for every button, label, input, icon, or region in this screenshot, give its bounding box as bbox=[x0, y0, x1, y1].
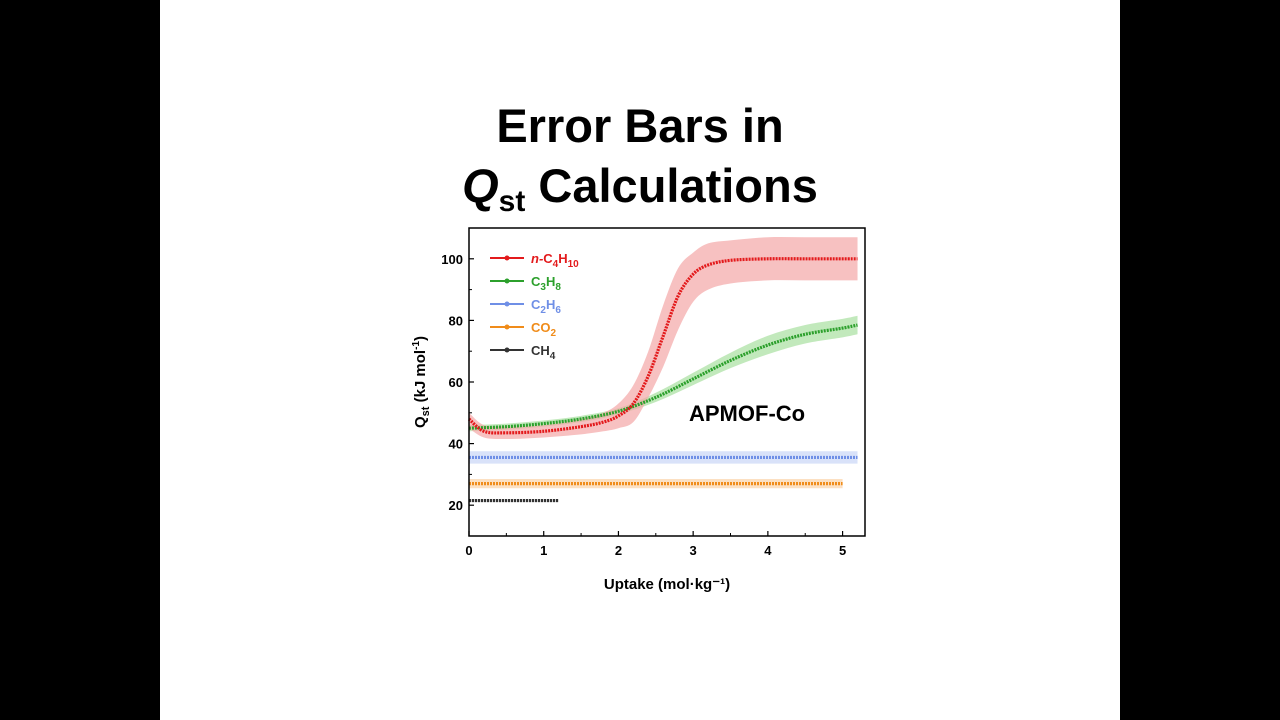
ylabel-sup: -1 bbox=[411, 341, 422, 350]
slide-title: Error Bars in Qst Calculations bbox=[160, 96, 1120, 218]
y-tick-label: 40 bbox=[449, 437, 463, 452]
legend-label: n-C4​H10​ bbox=[531, 251, 579, 270]
legend-marker bbox=[504, 347, 510, 353]
x-axis-label: Uptake (mol·kg⁻¹) bbox=[604, 576, 730, 593]
slide: Error Bars in Qst Calculations bbox=[160, 0, 1120, 720]
y-tick-label: 100 bbox=[441, 252, 463, 267]
legend-item-co2: CO2​ bbox=[490, 320, 557, 339]
ylabel-q: Q bbox=[412, 416, 429, 428]
legend-label: C2​H6​ bbox=[531, 297, 561, 316]
band-c3h8 bbox=[469, 315, 858, 432]
title-rest: Calculations bbox=[525, 159, 818, 212]
legend-item-c3h8: C3​H8​ bbox=[490, 274, 561, 293]
title-line1: Error Bars in bbox=[496, 99, 784, 152]
x-tick-label: 2 bbox=[615, 543, 622, 558]
y-axis-label: Qst (kJ mol-1) bbox=[411, 336, 432, 428]
x-tick-label: 0 bbox=[465, 543, 472, 558]
line-c4h10 bbox=[467, 257, 858, 435]
ylabel-close: ) bbox=[412, 336, 429, 341]
legend-item-ch4: CH4​ bbox=[490, 343, 556, 362]
error-bands bbox=[469, 237, 858, 503]
legend-marker bbox=[504, 278, 510, 284]
legend-label: CO2​ bbox=[531, 320, 557, 339]
ylabel-sub: st bbox=[420, 406, 432, 416]
legend-label: C3​H8​ bbox=[531, 274, 561, 293]
legend-marker bbox=[504, 301, 510, 307]
legend-item-c2h6: C2​H6​ bbox=[490, 297, 561, 316]
ylabel-rest: (kJ mol bbox=[412, 350, 429, 407]
title-q: Q bbox=[462, 159, 499, 212]
band-c2h6 bbox=[469, 451, 858, 464]
x-tick-label: 1 bbox=[540, 543, 547, 558]
y-tick-label: 60 bbox=[449, 375, 463, 390]
chart-annotation: APMOF-Co bbox=[689, 401, 805, 426]
legend-marker bbox=[504, 324, 510, 330]
legend-label: CH4​ bbox=[531, 343, 556, 362]
x-axis: 0 1 2 3 4 5 bbox=[465, 531, 846, 558]
legend-item-c4h10: n-C4​H10​ bbox=[490, 251, 579, 270]
x-tick-label: 5 bbox=[839, 543, 846, 558]
y-tick-label: 80 bbox=[449, 313, 463, 328]
legend: n-C4​H10​ C3​H8​ C2​H6​ CO2​ CH4​ bbox=[490, 251, 579, 362]
x-tick-label: 4 bbox=[764, 543, 772, 558]
line-c3h8 bbox=[468, 323, 858, 430]
legend-marker bbox=[504, 255, 510, 261]
y-axis: 20 40 60 80 100 bbox=[441, 252, 474, 513]
title-line2: Qst Calculations bbox=[160, 156, 1120, 218]
series-lines bbox=[467, 257, 858, 503]
title-q-sub: st bbox=[498, 185, 526, 218]
x-tick-label: 3 bbox=[690, 543, 697, 558]
y-tick-label: 20 bbox=[449, 498, 463, 513]
